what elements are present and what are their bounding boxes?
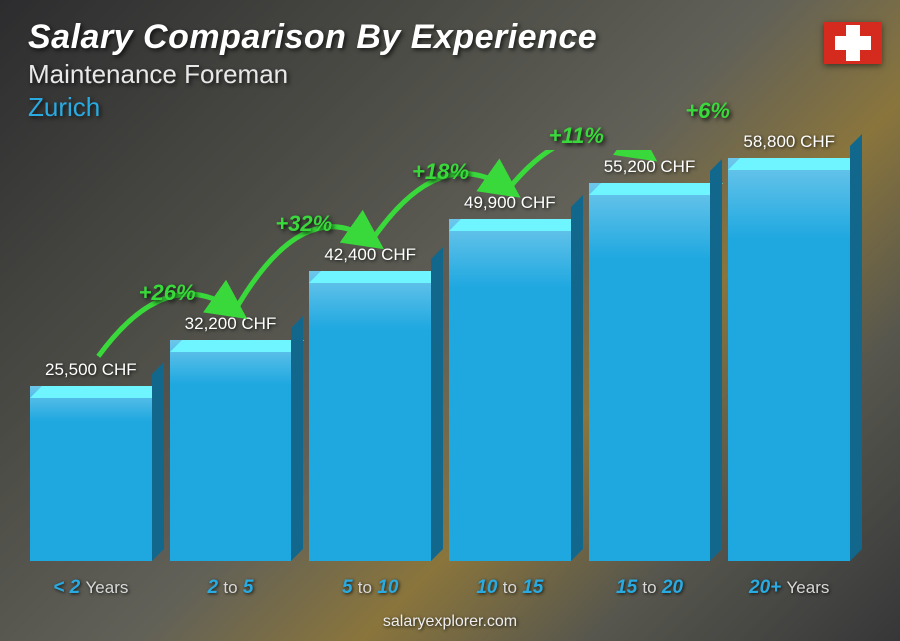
delta-label: +6%: [685, 98, 730, 124]
bar-slot: 42,400 CHF: [309, 245, 431, 561]
chart-location: Zurich: [28, 92, 597, 123]
x-axis-label: 15 to 20: [589, 577, 711, 599]
delta-label: +11%: [549, 123, 604, 149]
delta-label: +32%: [275, 211, 332, 237]
bar-slot: 58,800 CHF: [728, 132, 850, 561]
bar: [449, 219, 571, 561]
bar-slot: 25,500 CHF: [30, 360, 152, 561]
bar-value-label: 42,400 CHF: [324, 245, 416, 265]
bar-value-label: 32,200 CHF: [185, 314, 277, 334]
delta-label: +18%: [412, 159, 469, 185]
x-axis-label: 10 to 15: [449, 577, 571, 599]
flag-icon: [824, 22, 882, 64]
bar-value-label: 25,500 CHF: [45, 360, 137, 380]
x-axis-label: 20+ Years: [728, 577, 850, 599]
x-axis-label: < 2 Years: [30, 577, 152, 599]
bar-chart: 25,500 CHF 32,200 CHF 42,400 CHF 49,900 CHF…: [30, 150, 850, 561]
bar: [728, 158, 850, 561]
bar-slot: 49,900 CHF: [449, 193, 571, 561]
chart-subtitle: Maintenance Foreman: [28, 59, 597, 90]
x-axis-labels: < 2 Years 2 to 5 5 to 10 10 to 15 15 to 20 20…: [30, 577, 850, 599]
chart-title: Salary Comparison By Experience: [28, 18, 597, 57]
bar: [170, 340, 292, 561]
delta-label: +26%: [139, 280, 196, 306]
bar-value-label: 55,200 CHF: [604, 157, 696, 177]
x-axis-label: 5 to 10: [309, 577, 431, 599]
footer-credit: salaryexplorer.com: [0, 613, 900, 631]
bar-value-label: 58,800 CHF: [743, 132, 835, 152]
x-axis-label: 2 to 5: [170, 577, 292, 599]
bar: [30, 386, 152, 561]
header: Salary Comparison By Experience Maintena…: [28, 18, 597, 123]
bar: [309, 271, 431, 561]
bar-slot: 55,200 CHF: [589, 157, 711, 561]
bar-value-label: 49,900 CHF: [464, 193, 556, 213]
bar-slot: 32,200 CHF: [170, 314, 292, 561]
bar: [589, 183, 711, 561]
